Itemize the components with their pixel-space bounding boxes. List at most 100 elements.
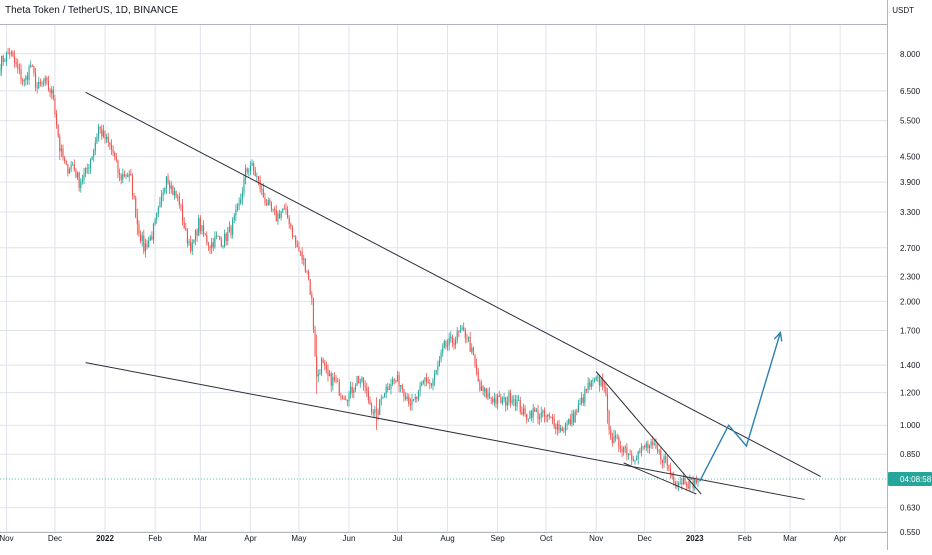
trendline[interactable] xyxy=(595,371,702,495)
candle-body[interactable] xyxy=(267,200,269,206)
candle-body[interactable] xyxy=(130,173,132,176)
candle-body[interactable] xyxy=(332,377,334,386)
candle-body[interactable] xyxy=(337,381,339,383)
candle-body[interactable] xyxy=(227,231,229,242)
candle-body[interactable] xyxy=(301,251,303,260)
candle-body[interactable] xyxy=(191,242,193,251)
candle-body[interactable] xyxy=(637,451,639,459)
candle-body[interactable] xyxy=(362,377,365,387)
trendlines[interactable] xyxy=(85,91,821,500)
candle-body[interactable] xyxy=(648,445,651,448)
candle-body[interactable] xyxy=(509,392,512,404)
candle-body[interactable] xyxy=(299,251,302,252)
candle-body[interactable] xyxy=(136,217,138,225)
candle-body[interactable] xyxy=(185,228,187,231)
candle-body[interactable] xyxy=(217,235,219,237)
candle-body[interactable] xyxy=(511,400,513,404)
candle-body[interactable] xyxy=(492,398,494,403)
candle-body[interactable] xyxy=(626,447,628,455)
candle-body[interactable] xyxy=(128,173,130,177)
candle-body[interactable] xyxy=(657,448,659,452)
candle-body[interactable] xyxy=(72,164,74,166)
candle-body[interactable] xyxy=(198,218,200,236)
candle-body[interactable] xyxy=(663,456,665,463)
candle-body[interactable] xyxy=(4,60,6,62)
candle-body[interactable] xyxy=(312,298,315,330)
candle-body[interactable] xyxy=(319,373,321,375)
candle-body[interactable] xyxy=(532,408,534,418)
candle-body[interactable] xyxy=(68,169,71,174)
candle-body[interactable] xyxy=(183,221,185,229)
candle-body[interactable] xyxy=(379,399,381,415)
candle-body[interactable] xyxy=(177,196,179,198)
candle-body[interactable] xyxy=(666,458,668,466)
candle-body[interactable] xyxy=(169,183,171,189)
candle-body[interactable] xyxy=(146,243,148,248)
candle-body[interactable] xyxy=(322,359,324,363)
candle-body[interactable] xyxy=(110,145,113,150)
candle-body[interactable] xyxy=(419,385,421,392)
candle-body[interactable] xyxy=(165,176,167,188)
candle-body[interactable] xyxy=(44,77,46,83)
candle-body[interactable] xyxy=(647,443,649,448)
candle-body[interactable] xyxy=(521,411,523,415)
candle-body[interactable] xyxy=(401,385,403,390)
candle-body[interactable] xyxy=(178,196,180,205)
candle-body[interactable] xyxy=(151,236,153,240)
candle-body[interactable] xyxy=(282,208,284,212)
candle-body[interactable] xyxy=(488,393,491,398)
candle-body[interactable] xyxy=(9,53,11,54)
candle-body[interactable] xyxy=(288,217,290,225)
candle-body[interactable] xyxy=(437,366,439,371)
candle-body[interactable] xyxy=(12,52,14,56)
candle-body[interactable] xyxy=(159,201,161,208)
symbol-title[interactable]: Theta Token / TetherUS, 1D, BINANCE xyxy=(5,5,179,16)
candle-body[interactable] xyxy=(341,397,344,399)
candle-body[interactable] xyxy=(64,158,66,162)
candle-body[interactable] xyxy=(456,331,458,340)
candle-body[interactable] xyxy=(154,218,156,225)
candle-body[interactable] xyxy=(293,236,295,238)
candle-body[interactable] xyxy=(563,430,565,432)
candle-body[interactable] xyxy=(558,423,560,431)
candle-body[interactable] xyxy=(207,242,209,246)
candle-body[interactable] xyxy=(148,240,150,248)
candle-body[interactable] xyxy=(582,397,584,403)
candle-body[interactable] xyxy=(458,331,460,333)
candle-body[interactable] xyxy=(180,204,182,206)
candle-body[interactable] xyxy=(330,373,332,386)
candle-body[interactable] xyxy=(495,398,497,404)
candle-body[interactable] xyxy=(186,230,188,244)
candle-body[interactable] xyxy=(209,245,211,249)
candle-body[interactable] xyxy=(482,386,484,392)
candle-body[interactable] xyxy=(228,226,230,232)
candle-body[interactable] xyxy=(93,150,95,157)
candle-body[interactable] xyxy=(62,148,64,159)
candle-body[interactable] xyxy=(359,382,361,384)
candle-body[interactable] xyxy=(76,172,79,178)
candle-body[interactable] xyxy=(280,211,282,218)
candle-body[interactable] xyxy=(38,81,40,89)
candle-body[interactable] xyxy=(80,181,82,188)
candle-body[interactable] xyxy=(31,65,33,67)
candle-body[interactable] xyxy=(351,386,353,393)
candle-body[interactable] xyxy=(225,233,227,242)
candle-body[interactable] xyxy=(660,450,662,461)
candle-body[interactable] xyxy=(371,404,373,413)
candle-body[interactable] xyxy=(682,477,684,485)
candle-body[interactable] xyxy=(413,399,415,401)
candle-body[interactable] xyxy=(636,458,638,461)
candle-body[interactable] xyxy=(274,208,276,211)
candle-body[interactable] xyxy=(170,185,172,189)
candle-body[interactable] xyxy=(417,391,420,399)
candle-body[interactable] xyxy=(125,175,127,177)
candle-body[interactable] xyxy=(34,72,37,88)
candle-body[interactable] xyxy=(311,294,313,299)
candle-body[interactable] xyxy=(259,179,261,190)
candle-body[interactable] xyxy=(516,400,518,407)
candle-body[interactable] xyxy=(230,226,232,235)
candle-body[interactable] xyxy=(149,236,151,241)
candle-body[interactable] xyxy=(291,227,294,237)
candle-body[interactable] xyxy=(353,389,355,393)
candle-body[interactable] xyxy=(89,159,92,168)
